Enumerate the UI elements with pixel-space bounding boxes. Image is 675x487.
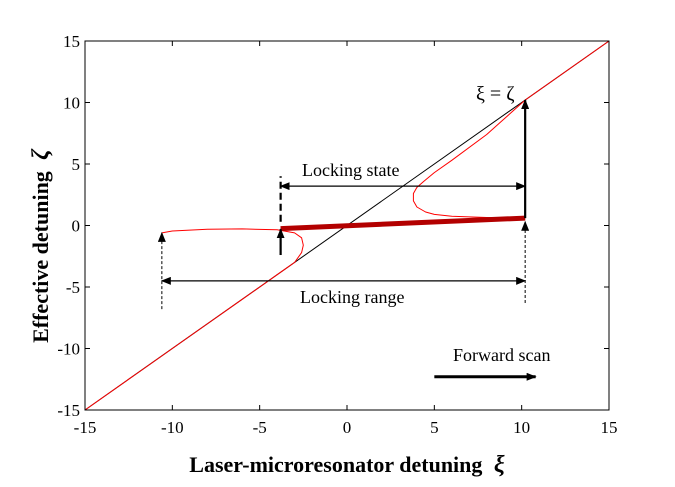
identity-label: ξ = ζ (476, 83, 514, 105)
x-tick-label: 5 (430, 418, 439, 437)
locking-state-line (280, 215, 526, 232)
resonance-curve-right (412, 40, 610, 219)
y-tick-label: -5 (66, 278, 80, 297)
y-tick-label: -10 (57, 340, 80, 359)
locking-range-label: Locking range (300, 287, 404, 307)
x-tick-label: 10 (513, 418, 530, 437)
x-axis-title: Laser-microresonator detuning ξ (189, 452, 505, 478)
y-ticks: -15 -10 -5 0 5 10 15 (57, 32, 609, 420)
x-tick-label: -15 (74, 418, 97, 437)
locking-state-label: Locking state (302, 160, 399, 180)
resonance-curve-left (84, 228, 304, 411)
x-tick-label: 15 (601, 418, 618, 437)
y-tick-label: 0 (72, 217, 81, 236)
y-tick-label: -15 (57, 401, 80, 420)
y-axis-title: Effective detuning ζ (28, 148, 54, 343)
annotations-layer (157, 99, 537, 381)
x-ticks: -15 -10 -5 0 5 10 15 (74, 41, 618, 437)
y-tick-label: 15 (63, 32, 80, 51)
x-tick-label: -10 (161, 418, 184, 437)
x-tick-label: 0 (343, 418, 352, 437)
y-tick-label: 10 (63, 94, 80, 113)
forward-scan-label: Forward scan (453, 345, 550, 365)
y-tick-label: 5 (72, 155, 81, 174)
x-tick-label: -5 (253, 418, 267, 437)
